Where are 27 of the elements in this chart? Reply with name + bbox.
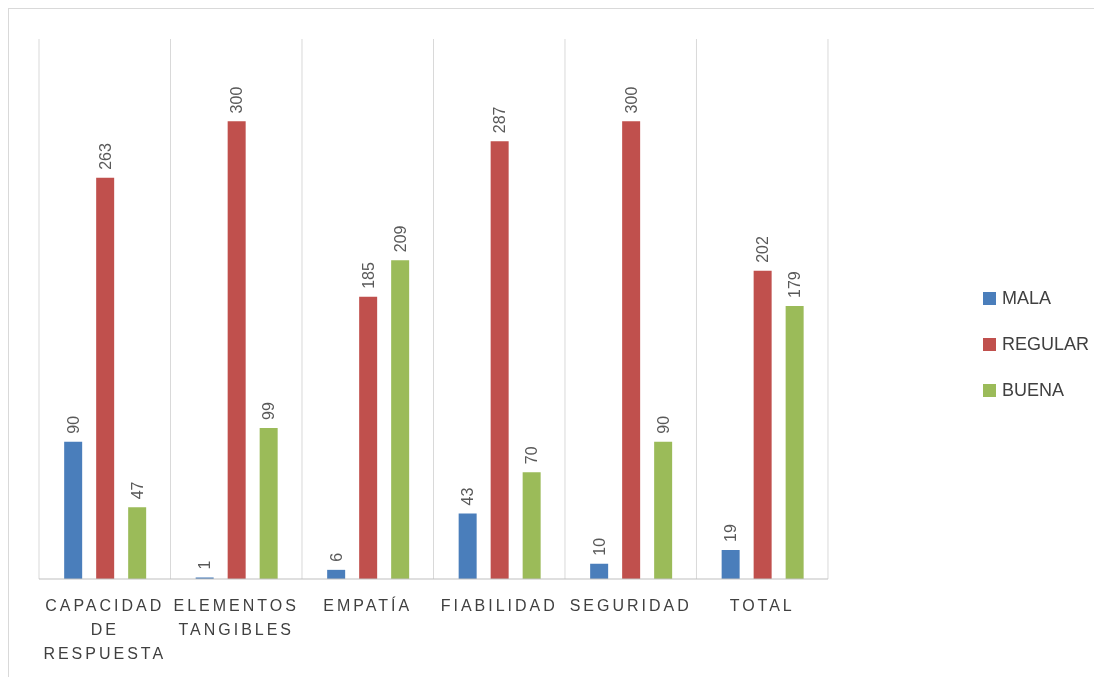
x-tick-label: TOTAL xyxy=(729,597,795,614)
data-label: 19 xyxy=(722,524,740,543)
legend-label: MALA xyxy=(1001,287,1051,309)
x-tick-label: EMPATÍA xyxy=(323,596,413,614)
legend-label: BUENA xyxy=(1001,379,1064,401)
data-label: 287 xyxy=(491,106,509,134)
data-label: 43 xyxy=(459,487,477,506)
data-label: 179 xyxy=(786,271,804,298)
data-label: 10 xyxy=(590,537,608,556)
x-tick-label: ELEMENTOS TANGIBLES xyxy=(173,597,299,638)
data-label: 6 xyxy=(327,552,345,562)
x-tick-label: FIABILIDAD xyxy=(440,597,558,614)
x-tick-label: CAPACIDAD DE RESPUESTA xyxy=(43,597,167,662)
data-label: 99 xyxy=(260,402,278,420)
data-label: 202 xyxy=(754,236,772,263)
data-label: 300 xyxy=(228,86,246,114)
data-label: 1 xyxy=(196,560,214,570)
legend-label: REGULAR xyxy=(1001,333,1089,355)
data-label: 90 xyxy=(64,415,82,434)
x-tick-label: SEGURIDAD xyxy=(569,597,692,614)
data-label: 209 xyxy=(391,225,409,253)
data-label: 185 xyxy=(359,262,377,289)
data-label: 263 xyxy=(96,143,114,170)
data-label: 300 xyxy=(622,86,640,114)
data-label: 70 xyxy=(523,446,541,465)
data-label: 90 xyxy=(654,415,672,434)
data-label: 47 xyxy=(128,481,146,500)
